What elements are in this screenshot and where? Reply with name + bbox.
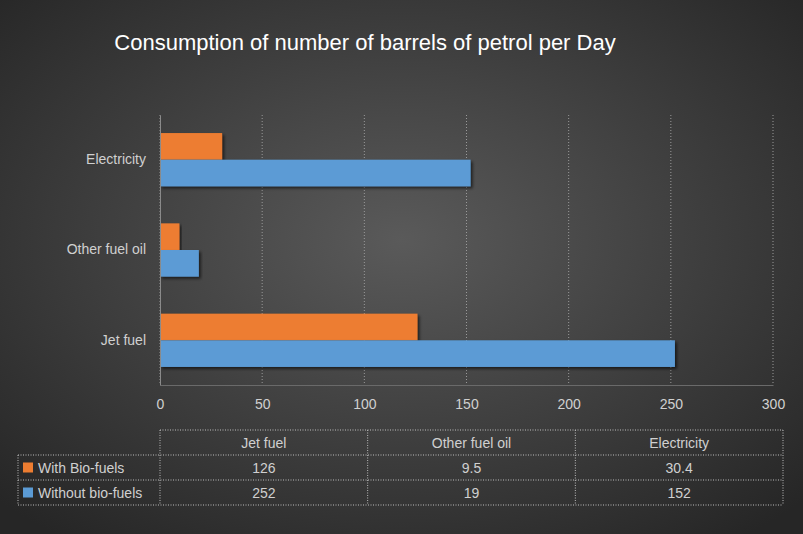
table-value: 126 xyxy=(252,460,276,476)
legend-label: With Bio-fuels xyxy=(38,460,124,476)
x-tick: 250 xyxy=(660,385,684,412)
legend-swatch xyxy=(23,488,33,498)
x-tick: 200 xyxy=(557,385,581,412)
bar xyxy=(160,223,179,250)
table-value: 152 xyxy=(667,485,691,501)
legend-label: Without bio-fuels xyxy=(38,485,142,501)
table-header: Electricity xyxy=(649,435,709,451)
x-axis-line xyxy=(161,385,774,386)
table-border xyxy=(18,505,783,506)
bar xyxy=(160,133,222,160)
table-border xyxy=(18,455,783,456)
x-tick-label: 150 xyxy=(455,396,479,412)
grid-line xyxy=(773,115,774,385)
x-axis: 0 50 100 150 200 250 300 xyxy=(157,385,786,412)
table-border xyxy=(18,480,783,481)
table-value: 19 xyxy=(464,485,480,501)
x-tick: 300 xyxy=(762,385,786,412)
y-tick: Jet fuel xyxy=(101,332,160,348)
chart: Consumption of number of barrels of petr… xyxy=(0,0,803,534)
y-axis: Jet fuel Other fuel oil Electricity xyxy=(67,116,161,386)
grid-line xyxy=(160,115,161,385)
y-tick: Electricity xyxy=(86,151,160,167)
table-border xyxy=(18,455,19,505)
table-header: Jet fuel xyxy=(241,435,286,451)
x-tick-label: 50 xyxy=(255,396,271,412)
x-tick-label: 100 xyxy=(353,396,377,412)
table-border xyxy=(783,430,784,505)
x-tick: 50 xyxy=(255,385,271,412)
table-border xyxy=(575,430,576,505)
y-axis-line xyxy=(160,116,161,386)
bar xyxy=(160,314,417,341)
y-tick: Other fuel oil xyxy=(67,241,160,257)
bar xyxy=(160,340,675,367)
data-table: Jet fuel Other fuel oil Electricity With Bi… xyxy=(18,430,783,505)
table-value: 252 xyxy=(252,485,276,501)
x-tick: 150 xyxy=(455,385,479,412)
table-value: 9.5 xyxy=(462,460,482,476)
table-header: Other fuel oil xyxy=(432,435,511,451)
bar xyxy=(160,160,471,187)
bars xyxy=(160,133,675,367)
x-tick-label: 300 xyxy=(762,396,786,412)
title: Consumption of number of barrels of petr… xyxy=(114,30,615,55)
y-tick-label: Jet fuel xyxy=(101,332,146,348)
y-tick-label: Electricity xyxy=(86,151,146,167)
table-value: 30.4 xyxy=(666,460,693,476)
table-border xyxy=(160,430,161,505)
x-tick-label: 200 xyxy=(557,396,581,412)
x-tick-label: 250 xyxy=(660,396,684,412)
table-border xyxy=(160,430,783,431)
bar xyxy=(160,250,199,277)
y-tick-label: Other fuel oil xyxy=(67,241,146,257)
background xyxy=(0,0,803,534)
x-tick-label: 0 xyxy=(157,396,165,412)
legend-swatch xyxy=(23,463,33,473)
x-tick: 0 xyxy=(157,385,165,412)
table-border xyxy=(367,430,368,505)
x-tick: 100 xyxy=(353,385,377,412)
